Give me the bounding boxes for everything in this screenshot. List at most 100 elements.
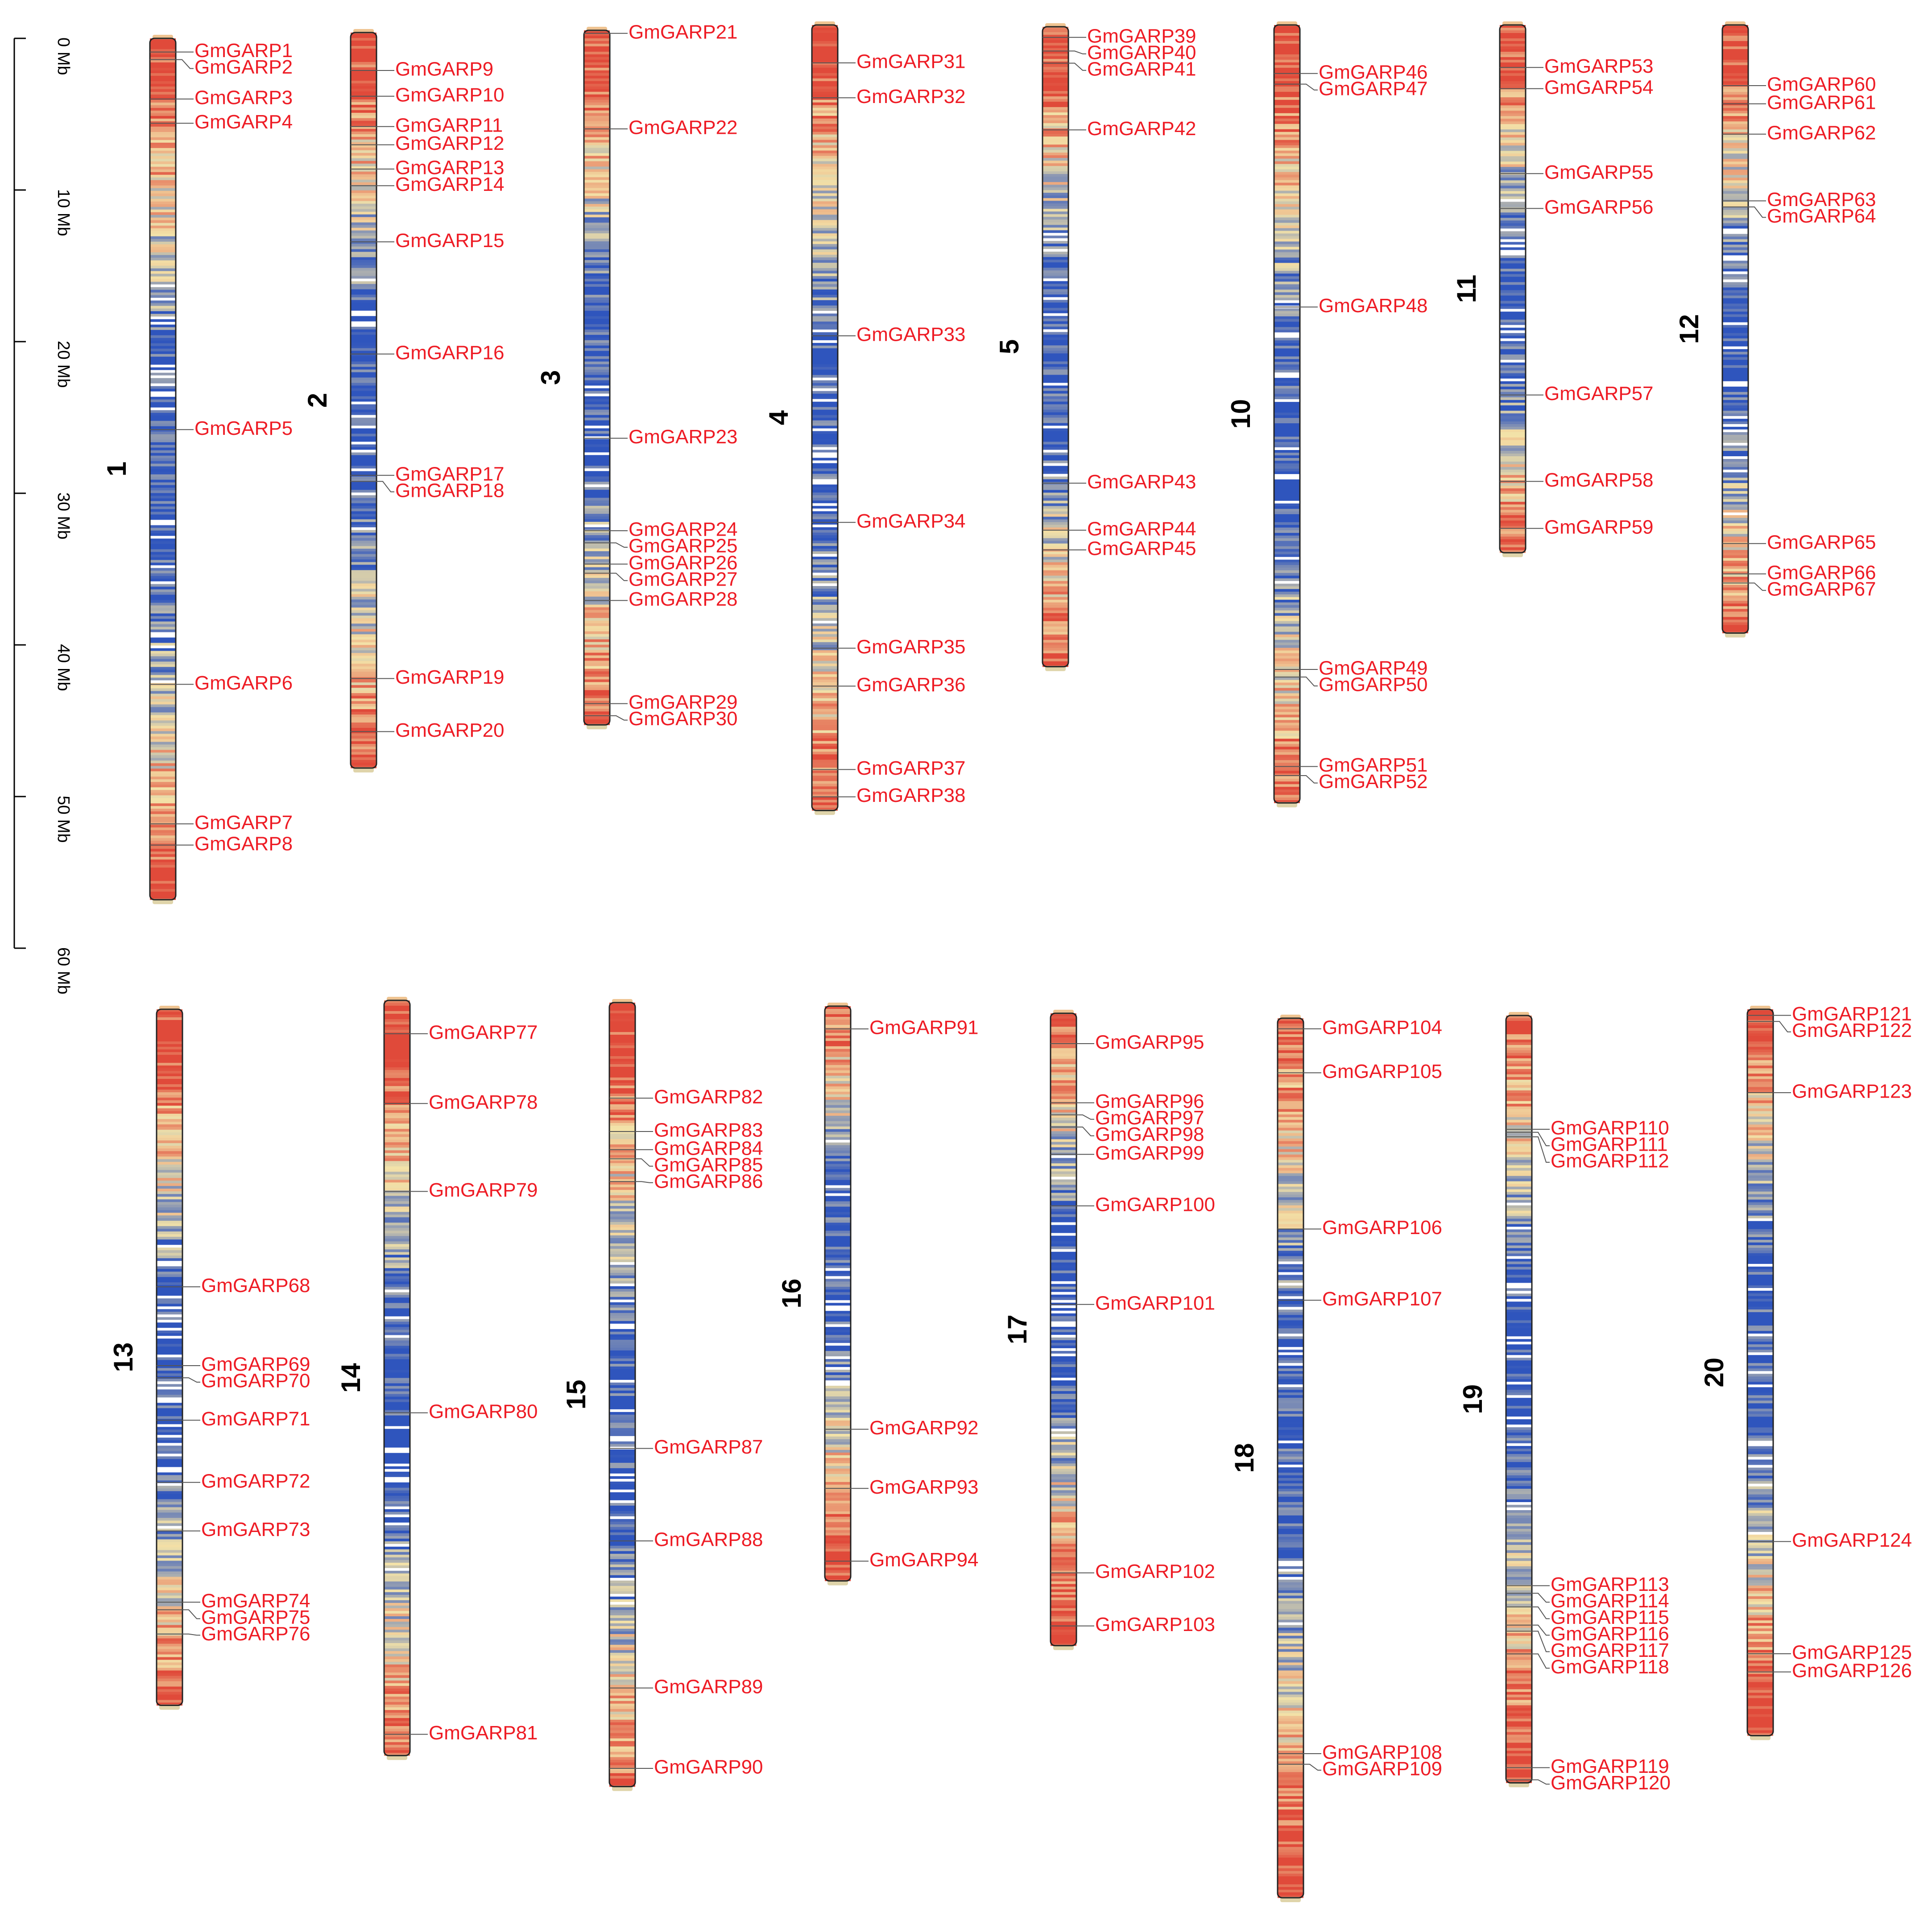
density-band <box>609 1778 635 1782</box>
density-band <box>384 1662 410 1665</box>
density-band <box>1506 1772 1532 1776</box>
density-band <box>1506 1363 1532 1366</box>
density-band <box>609 1294 635 1297</box>
density-band <box>609 1219 635 1222</box>
density-band <box>1274 779 1300 782</box>
density-band <box>150 263 176 266</box>
density-band <box>812 471 838 474</box>
density-band <box>351 206 376 210</box>
chromosome-outline <box>1721 24 1749 634</box>
density-band <box>1274 324 1300 327</box>
density-band <box>1051 1308 1076 1311</box>
density-band <box>384 1231 410 1234</box>
density-band <box>584 527 610 530</box>
density-band <box>825 1011 851 1015</box>
density-band <box>1043 450 1068 453</box>
density-band <box>150 431 176 435</box>
density-band <box>1506 1039 1532 1043</box>
density-band <box>150 182 176 186</box>
density-band <box>584 326 610 330</box>
density-band <box>384 1431 410 1435</box>
density-band <box>150 728 176 731</box>
density-band <box>1506 1740 1532 1743</box>
density-band <box>1722 87 1748 90</box>
density-band <box>1043 252 1068 255</box>
density-band <box>825 1231 851 1234</box>
density-band <box>1722 574 1748 577</box>
density-band <box>1506 1197 1532 1201</box>
density-band <box>351 423 376 426</box>
density-band <box>812 263 838 266</box>
density-band <box>1500 346 1526 350</box>
density-band <box>584 364 610 368</box>
density-band <box>1506 1716 1532 1719</box>
density-band <box>1274 445 1300 448</box>
density-band <box>1722 311 1748 315</box>
density-band <box>1747 1534 1773 1538</box>
density-band <box>1747 1218 1773 1222</box>
density-band <box>812 455 838 458</box>
density-band <box>1506 1406 1532 1409</box>
density-band <box>157 1047 182 1050</box>
density-band <box>609 1211 635 1214</box>
density-band <box>812 431 838 434</box>
density-band <box>351 62 376 65</box>
density-band <box>1274 468 1300 472</box>
density-band <box>609 1053 635 1057</box>
density-band <box>1043 262 1068 265</box>
density-band <box>609 1026 635 1030</box>
density-band <box>1500 384 1526 387</box>
density-band <box>150 241 176 245</box>
density-band <box>1506 1339 1532 1342</box>
density-band <box>1747 1194 1773 1198</box>
density-band <box>1278 1053 1303 1056</box>
density-band <box>1274 484 1300 488</box>
density-band <box>1506 1753 1532 1757</box>
density-band <box>1274 273 1300 277</box>
density-band <box>157 1328 182 1331</box>
density-band <box>825 1468 851 1472</box>
density-band <box>351 747 376 750</box>
density-band <box>812 770 838 773</box>
density-band <box>1500 121 1526 124</box>
gene-label: GmGARP89 <box>654 1676 763 1697</box>
density-band <box>157 1550 182 1553</box>
density-band <box>1278 1721 1303 1724</box>
density-band <box>1278 1462 1303 1465</box>
density-band <box>351 538 376 541</box>
density-band <box>1274 586 1300 590</box>
density-band <box>1722 143 1748 146</box>
density-band <box>1051 1217 1076 1220</box>
density-band <box>1278 1780 1303 1783</box>
density-band <box>351 56 376 60</box>
density-band <box>584 607 610 611</box>
density-band <box>1278 1457 1303 1460</box>
density-band <box>1274 332 1300 335</box>
density-band <box>812 54 838 58</box>
density-band <box>1500 507 1526 510</box>
density-band <box>1506 1291 1532 1294</box>
density-band <box>150 51 176 55</box>
density-band <box>1278 1467 1303 1470</box>
density-band <box>609 1412 635 1415</box>
density-band <box>1506 1563 1532 1567</box>
density-band <box>1747 1483 1773 1487</box>
density-band <box>150 129 176 132</box>
density-band <box>1043 80 1068 83</box>
density-band <box>1274 335 1300 338</box>
chromosome-number-label: 13 <box>108 1342 138 1372</box>
density-band <box>384 1608 410 1611</box>
density-band <box>150 228 176 231</box>
density-band <box>1274 466 1300 469</box>
density-band <box>1278 1283 1303 1286</box>
density-band <box>825 1174 851 1178</box>
density-band <box>825 1535 851 1539</box>
density-band <box>825 1340 851 1343</box>
density-band <box>812 730 838 734</box>
density-band <box>812 225 838 228</box>
density-band <box>1722 287 1748 291</box>
density-band <box>150 878 176 881</box>
density-band <box>150 471 176 475</box>
density-band <box>1278 1253 1303 1257</box>
